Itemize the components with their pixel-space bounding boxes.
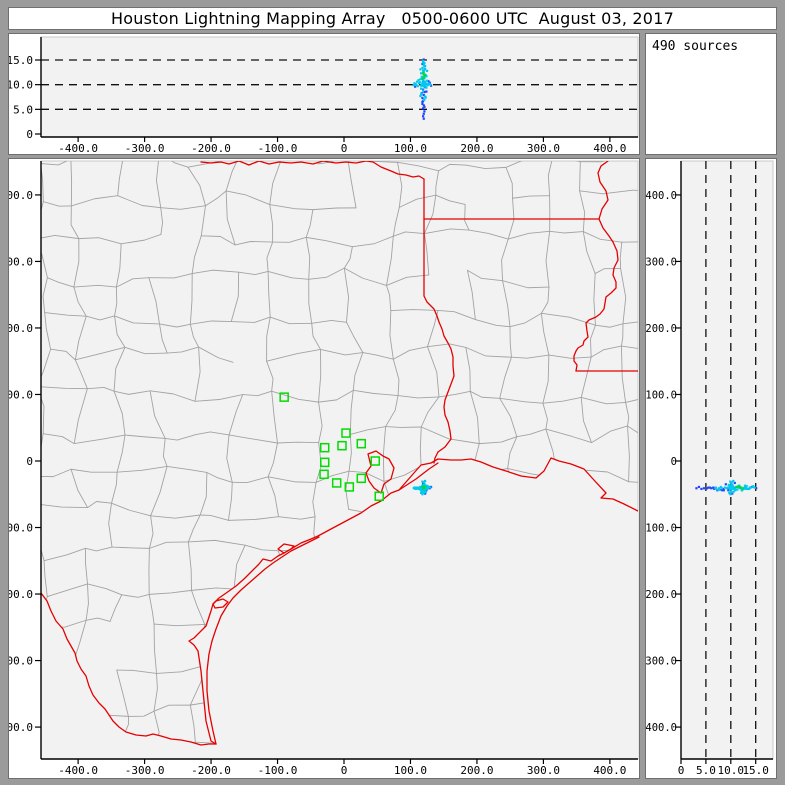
- svg-text:10.0: 10.0: [9, 79, 33, 92]
- svg-text:200.0: 200.0: [460, 764, 493, 777]
- altitude-ew-plot: 0 5.0 10.0 15.0 -400.0 -300.0 -200.0 -100.0 0 100…: [9, 36, 639, 154]
- svg-text:0: 0: [26, 455, 33, 468]
- svg-text:-400.0: -400.0: [58, 764, 98, 777]
- svg-text:100.0: 100.0: [646, 389, 677, 401]
- svg-text:15.0: 15.0: [742, 764, 769, 777]
- svg-text:0: 0: [671, 456, 677, 468]
- svg-text:0: 0: [26, 128, 33, 141]
- svg-text:15.0: 15.0: [9, 54, 33, 67]
- svg-text:100.0: 100.0: [394, 764, 427, 777]
- svg-text:300.0: 300.0: [527, 764, 560, 777]
- ns-altitude-panel: 400.0 300.0 200.0 100.0 0 -100.0 -200.0 -300.0 -…: [645, 158, 777, 779]
- plan-view-map: 400.0 300.0 200.0 100.0 0 -100.0 -200.0 -300.0 -…: [9, 160, 639, 777]
- svg-text:-300.0: -300.0: [125, 142, 165, 154]
- title-bar: Houston Lightning Mapping Array 0500-060…: [8, 7, 777, 30]
- svg-text:100.0: 100.0: [9, 388, 33, 401]
- svg-text:100.0: 100.0: [394, 142, 427, 154]
- svg-text:-200.0: -200.0: [191, 764, 231, 777]
- sources-count: 490 sources: [652, 39, 739, 54]
- svg-text:400.0: 400.0: [9, 189, 33, 202]
- svg-text:-200.0: -200.0: [9, 588, 33, 601]
- svg-text:5.0: 5.0: [696, 764, 716, 777]
- svg-text:-400.0: -400.0: [646, 722, 677, 734]
- sources-panel: 490 sources: [645, 33, 777, 155]
- svg-text:-400.0: -400.0: [9, 721, 33, 734]
- svg-text:300.0: 300.0: [9, 255, 33, 268]
- svg-text:-100.0: -100.0: [646, 523, 677, 535]
- svg-text:-300.0: -300.0: [646, 656, 677, 668]
- svg-text:400.0: 400.0: [593, 142, 626, 154]
- svg-text:-100.0: -100.0: [9, 522, 33, 535]
- svg-text:-400.0: -400.0: [58, 142, 98, 154]
- svg-text:-100.0: -100.0: [258, 764, 298, 777]
- map-panel: 400.0 300.0 200.0 100.0 0 -100.0 -200.0 -300.0 -…: [8, 158, 640, 779]
- svg-text:5.0: 5.0: [13, 103, 33, 116]
- svg-text:400.0: 400.0: [593, 764, 626, 777]
- ns-altitude-plot: 400.0 300.0 200.0 100.0 0 -100.0 -200.0 -300.0 -…: [646, 160, 774, 777]
- svg-text:-300.0: -300.0: [9, 655, 33, 668]
- svg-text:-300.0: -300.0: [125, 764, 165, 777]
- svg-text:0: 0: [341, 142, 348, 154]
- svg-text:400.0: 400.0: [646, 190, 677, 202]
- svg-text:-200.0: -200.0: [191, 142, 231, 154]
- svg-text:-200.0: -200.0: [646, 589, 677, 601]
- plot-title: Houston Lightning Mapping Array 0500-060…: [111, 9, 674, 28]
- svg-text:200.0: 200.0: [646, 323, 677, 335]
- svg-text:300.0: 300.0: [527, 142, 560, 154]
- svg-text:10.0: 10.0: [718, 764, 745, 777]
- svg-text:300.0: 300.0: [646, 256, 677, 268]
- svg-text:0: 0: [678, 764, 685, 777]
- svg-text:200.0: 200.0: [9, 322, 33, 335]
- altitude-ew-panel: 0 5.0 10.0 15.0 -400.0 -300.0 -200.0 -100.0 0 100…: [8, 33, 640, 155]
- svg-text:200.0: 200.0: [460, 142, 493, 154]
- svg-text:0: 0: [341, 764, 348, 777]
- svg-text:-100.0: -100.0: [258, 142, 298, 154]
